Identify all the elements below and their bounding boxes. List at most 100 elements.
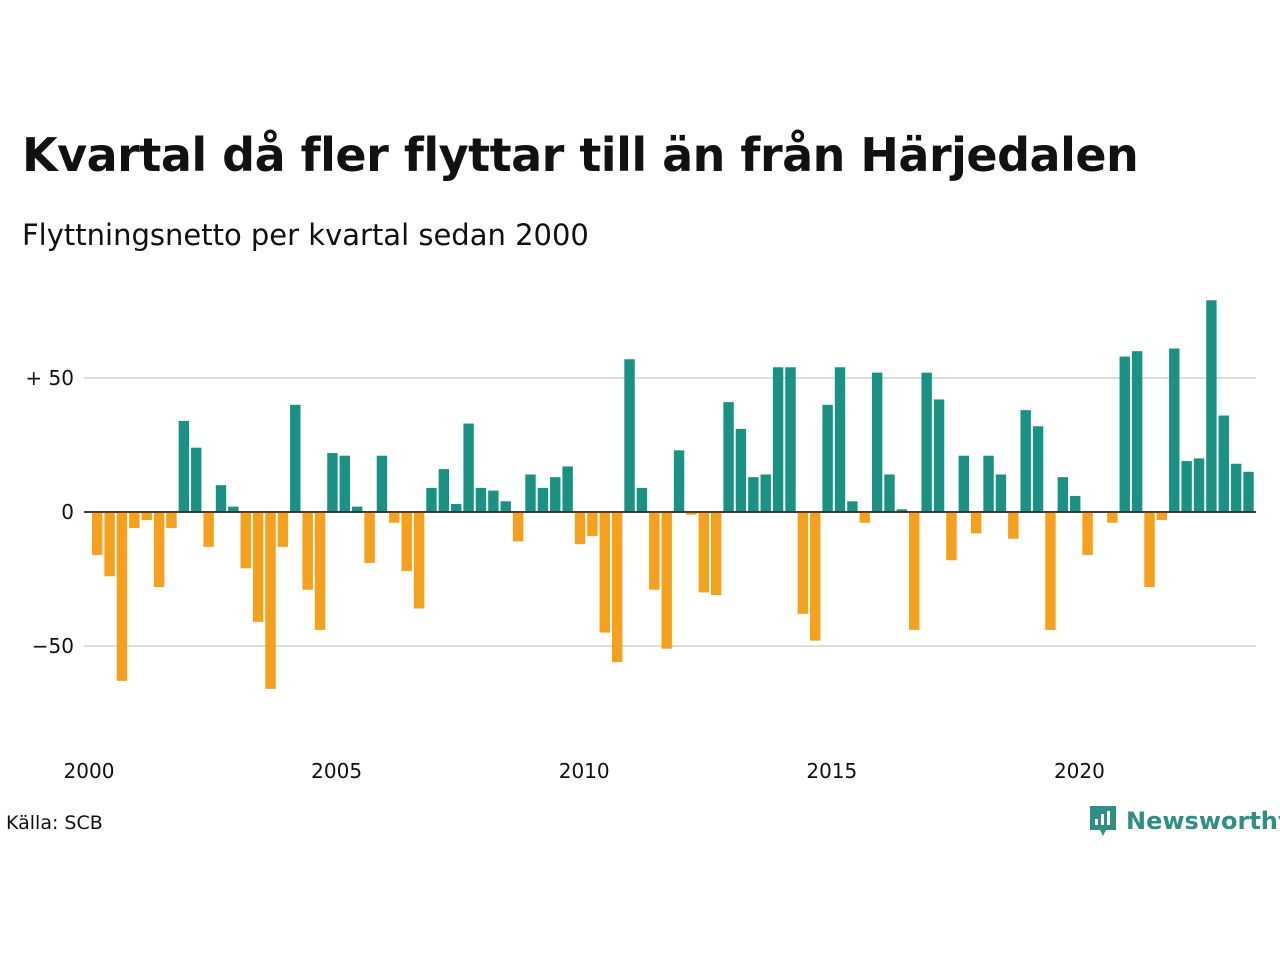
bar <box>537 487 549 512</box>
bar <box>451 503 462 512</box>
bar <box>426 487 437 512</box>
brand-logo: Newsworthy <box>1088 804 1280 838</box>
bar <box>1008 512 1019 539</box>
bar <box>215 485 227 512</box>
bar <box>748 477 759 512</box>
newsworthy-logo-icon <box>1090 806 1116 836</box>
bar <box>203 512 214 547</box>
bar <box>1070 495 1081 512</box>
bar <box>562 466 573 512</box>
x-tick-label: 2015 <box>806 759 857 783</box>
bar <box>240 512 251 569</box>
bar <box>314 512 326 630</box>
bar <box>884 474 895 512</box>
x-tick-label: 2020 <box>1054 759 1105 783</box>
bar <box>1144 512 1155 588</box>
chart-subtitle: Flyttningsnetto per kvartal sedan 2000 <box>22 218 589 252</box>
bar <box>1020 410 1031 512</box>
bar <box>178 420 190 512</box>
bar <box>92 512 103 555</box>
bar <box>946 512 957 561</box>
bar <box>785 367 796 512</box>
bar <box>983 455 994 512</box>
bar <box>129 512 140 529</box>
bar <box>104 512 115 577</box>
y-tick-label: −50 <box>32 634 74 658</box>
bar <box>995 474 1007 512</box>
y-axis-ticks: + 50 0 −50 <box>25 366 74 658</box>
bar <box>698 512 710 593</box>
bar <box>871 372 883 512</box>
bar <box>376 455 388 512</box>
bar <box>327 453 338 512</box>
bar <box>463 423 474 512</box>
bar <box>1032 426 1044 512</box>
bar <box>661 512 672 649</box>
bars <box>84 300 1256 689</box>
bar <box>921 372 932 512</box>
bar <box>636 487 648 512</box>
bar <box>116 512 128 681</box>
bar <box>252 512 264 622</box>
bar <box>847 501 858 512</box>
bar <box>302 512 313 590</box>
bar <box>401 512 412 571</box>
brand-name: Newsworthy <box>1126 807 1280 835</box>
bar <box>525 474 536 512</box>
bar <box>1107 512 1118 523</box>
bar <box>1082 512 1093 555</box>
bar <box>1193 458 1205 512</box>
bar <box>958 455 969 512</box>
bar <box>1243 471 1254 512</box>
bar <box>1057 477 1069 512</box>
bar <box>711 512 722 596</box>
bar <box>859 512 870 523</box>
bar <box>1218 415 1229 512</box>
bar <box>191 447 202 512</box>
bar <box>810 512 821 641</box>
bar <box>735 428 747 512</box>
bar <box>550 477 561 512</box>
source-note: Källa: SCB <box>6 812 103 834</box>
bar <box>500 501 511 512</box>
bar <box>772 367 784 512</box>
bar <box>624 359 635 512</box>
bar <box>649 512 660 590</box>
bar <box>413 512 425 609</box>
bar <box>574 512 586 545</box>
bar <box>1131 351 1143 512</box>
bar <box>166 512 177 529</box>
bar <box>970 512 982 534</box>
y-tick-label: 0 <box>61 500 74 524</box>
bar <box>1206 300 1217 512</box>
bar <box>834 367 846 512</box>
bar <box>686 512 697 515</box>
bar <box>1169 348 1180 512</box>
bar <box>277 512 289 547</box>
bar <box>1119 356 1130 512</box>
bar <box>1230 463 1242 512</box>
x-tick-label: 2010 <box>559 759 610 783</box>
bar <box>909 512 920 630</box>
x-tick-label: 2000 <box>64 759 115 783</box>
bar <box>599 512 610 633</box>
bar <box>364 512 375 563</box>
bar <box>290 404 301 512</box>
x-tick-label: 2005 <box>311 759 362 783</box>
bar <box>1181 461 1192 512</box>
bar <box>723 402 734 512</box>
bar <box>438 469 450 512</box>
bar <box>673 450 685 512</box>
x-axis-ticks: 2000 2005 2010 2015 2020 <box>64 759 1105 783</box>
bar <box>1045 512 1056 630</box>
bar <box>389 512 400 523</box>
bar <box>339 455 350 512</box>
bar <box>1156 512 1168 521</box>
bar <box>228 506 239 512</box>
bar <box>760 474 771 512</box>
bar <box>265 512 276 689</box>
bar <box>822 404 833 512</box>
bar <box>512 512 524 542</box>
bar <box>351 506 363 512</box>
